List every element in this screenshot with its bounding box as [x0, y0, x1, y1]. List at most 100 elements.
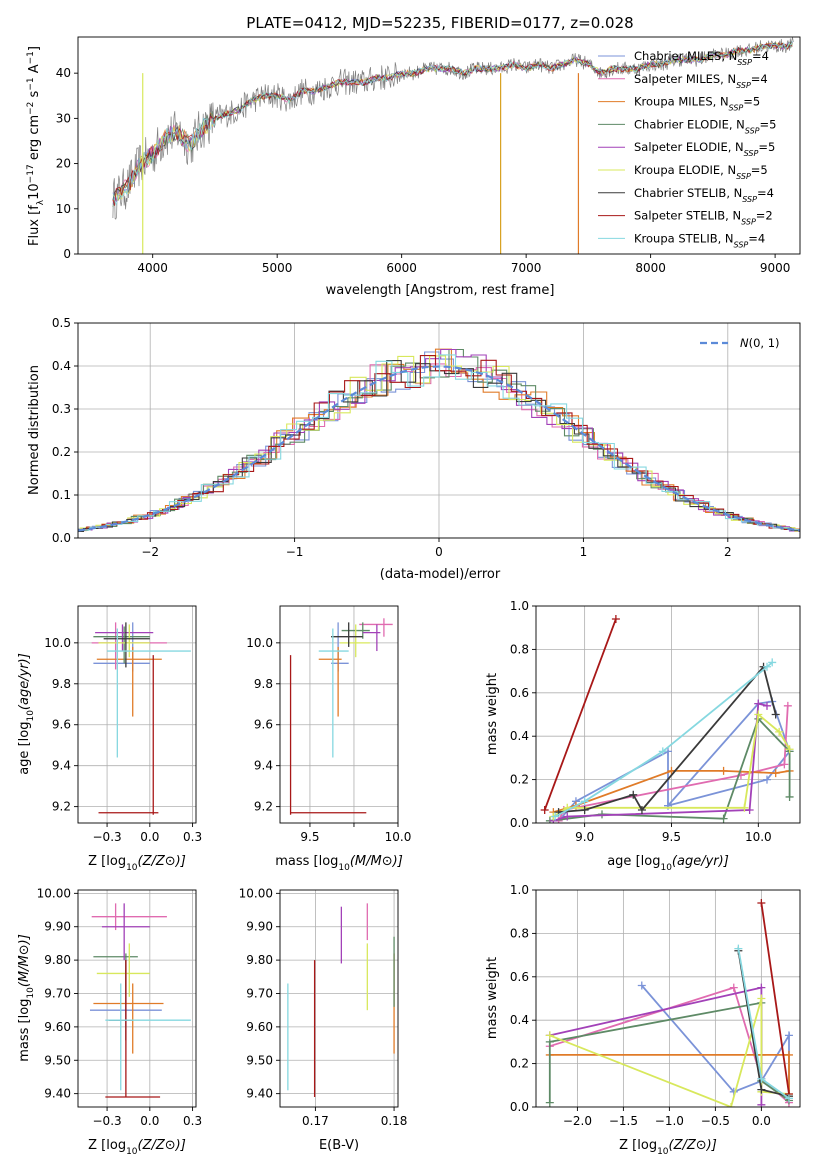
- y-tick-label: 10.00: [239, 886, 273, 900]
- x-tick-label: −2: [141, 545, 159, 559]
- y-tick-label: 9.6: [52, 718, 71, 732]
- x-axis-label: Z [log10(Z/Z⊙)]: [619, 1138, 717, 1157]
- y-tick-label: 9.8: [52, 677, 71, 691]
- y-tick-label: 9.40: [246, 1087, 273, 1101]
- mass-weight-line: [738, 951, 789, 1096]
- plot-area: [78, 890, 196, 1107]
- y-tick-label: 0.3: [52, 402, 71, 416]
- y-tick-label: 40: [56, 66, 71, 80]
- y-tick-label: 9.8: [254, 677, 273, 691]
- errorbar-point: [340, 624, 370, 657]
- x-axis-label: wavelength [Angstrom, rest frame]: [326, 283, 555, 298]
- y-tick-label: 9.60: [44, 1020, 71, 1034]
- x-tick-label: 0: [435, 545, 443, 559]
- x-tick-label: 10.0: [745, 830, 772, 844]
- x-axis-label: age [log10(age/yr)]: [607, 854, 729, 873]
- mass-weight-marker: [784, 702, 792, 710]
- y-axis-label: age [log10(age/yr)]: [17, 653, 36, 775]
- x-axis-label: (data-model)/error: [380, 567, 501, 582]
- x-tick-label: 6000: [386, 261, 417, 275]
- plot-area: [536, 890, 800, 1111]
- errorbar-point: [107, 629, 191, 758]
- mass-weight-marker: [546, 1099, 554, 1107]
- mass-weight-line: [761, 903, 789, 1094]
- errorbar-point: [359, 618, 392, 636]
- errorbar-point: [97, 647, 162, 717]
- y-tick-label: 10: [56, 202, 71, 216]
- x-tick-label: 5000: [262, 261, 293, 275]
- y-tick-label: 9.50: [246, 1053, 273, 1067]
- legend-entry-label: Chabrier STELIB, NSSP=4: [634, 186, 774, 204]
- y-tick-label: 1.0: [510, 883, 529, 897]
- mass-weight-line: [553, 704, 767, 821]
- errorbar-point: [319, 647, 342, 717]
- x-axis-label: Z [log10(Z/Z⊙)]: [88, 1138, 186, 1157]
- errorbar-point: [105, 983, 191, 1090]
- x-tick-label: 2: [724, 545, 732, 559]
- legend-entry-label: Kroupa MILES, NSSP=5: [634, 95, 760, 113]
- mass-weight-marker: [720, 767, 728, 775]
- y-axis-label: mass weight: [485, 957, 500, 1039]
- y-tick-label: 0.6: [510, 686, 529, 700]
- x-tick-label: 0.0: [140, 1114, 159, 1128]
- plot-area: [64, 323, 819, 538]
- legend-entry-label: Salpeter ELODIE, NSSP=5: [634, 140, 775, 158]
- errorbar-point: [331, 622, 349, 671]
- x-tick-label: 7000: [511, 261, 542, 275]
- x-tick-label: 0.3: [183, 830, 202, 844]
- y-tick-label: 9.70: [44, 986, 71, 1000]
- y-tick-label: 9.2: [52, 800, 71, 814]
- y-tick-label: 0.4: [52, 359, 71, 373]
- y-tick-label: 0.1: [52, 488, 71, 502]
- x-tick-label: 9.5: [300, 830, 319, 844]
- x-tick-label: −2.0: [563, 1114, 592, 1128]
- y-tick-label: 10.00: [37, 886, 71, 900]
- plot-area: [280, 890, 398, 1107]
- axes-frame: [280, 606, 398, 823]
- x-tick-label: 9000: [760, 261, 791, 275]
- x-tick-label: −0.3: [93, 830, 122, 844]
- mass-weight-line: [555, 662, 772, 816]
- y-tick-label: 0.2: [510, 1057, 529, 1071]
- x-tick-label: −0.5: [701, 1114, 730, 1128]
- mass-weight-marker: [786, 793, 794, 801]
- x-tick-label: −1.0: [655, 1114, 684, 1128]
- errorbar-point: [93, 983, 163, 1053]
- legend-entry-label: Salpeter STELIB, NSSP=2: [634, 209, 773, 227]
- mass-weight-marker: [546, 1031, 554, 1039]
- x-tick-label: 9.0: [575, 830, 594, 844]
- y-tick-label: 9.90: [246, 920, 273, 934]
- y-tick-label: 10.0: [246, 636, 273, 650]
- x-tick-label: −1.5: [609, 1114, 638, 1128]
- y-tick-label: 0.4: [510, 729, 529, 743]
- y-tick-label: 9.90: [44, 920, 71, 934]
- mass-weight-line: [545, 619, 616, 810]
- y-tick-label: 9.4: [254, 759, 273, 773]
- x-tick-label: 10.0: [385, 830, 412, 844]
- errorbar-point: [291, 655, 367, 815]
- y-tick-label: 0.0: [510, 1100, 529, 1114]
- y-tick-label: 0.8: [510, 642, 529, 656]
- y-tick-label: 9.6: [254, 718, 273, 732]
- x-tick-label: 0.18: [381, 1114, 408, 1128]
- y-tick-label: 0.0: [52, 531, 71, 545]
- y-tick-label: 9.2: [254, 800, 273, 814]
- y-axis-label: Normed distribution: [27, 365, 42, 495]
- legend-entry-label: Kroupa STELIB, NSSP=4: [634, 231, 765, 249]
- plot-area: [78, 606, 196, 823]
- y-tick-label: 0.4: [510, 1013, 529, 1027]
- y-axis-label: mass weight: [485, 673, 500, 755]
- mass-weight-marker: [612, 615, 620, 623]
- y-tick-label: 9.40: [44, 1087, 71, 1101]
- y-tick-label: 20: [56, 157, 71, 171]
- y-axis-label: Flux [fλ10−17 erg cm−2 s−1 A−1]: [26, 46, 46, 246]
- y-tick-label: 0.5: [52, 316, 71, 330]
- x-tick-label: 0.0: [752, 1114, 771, 1128]
